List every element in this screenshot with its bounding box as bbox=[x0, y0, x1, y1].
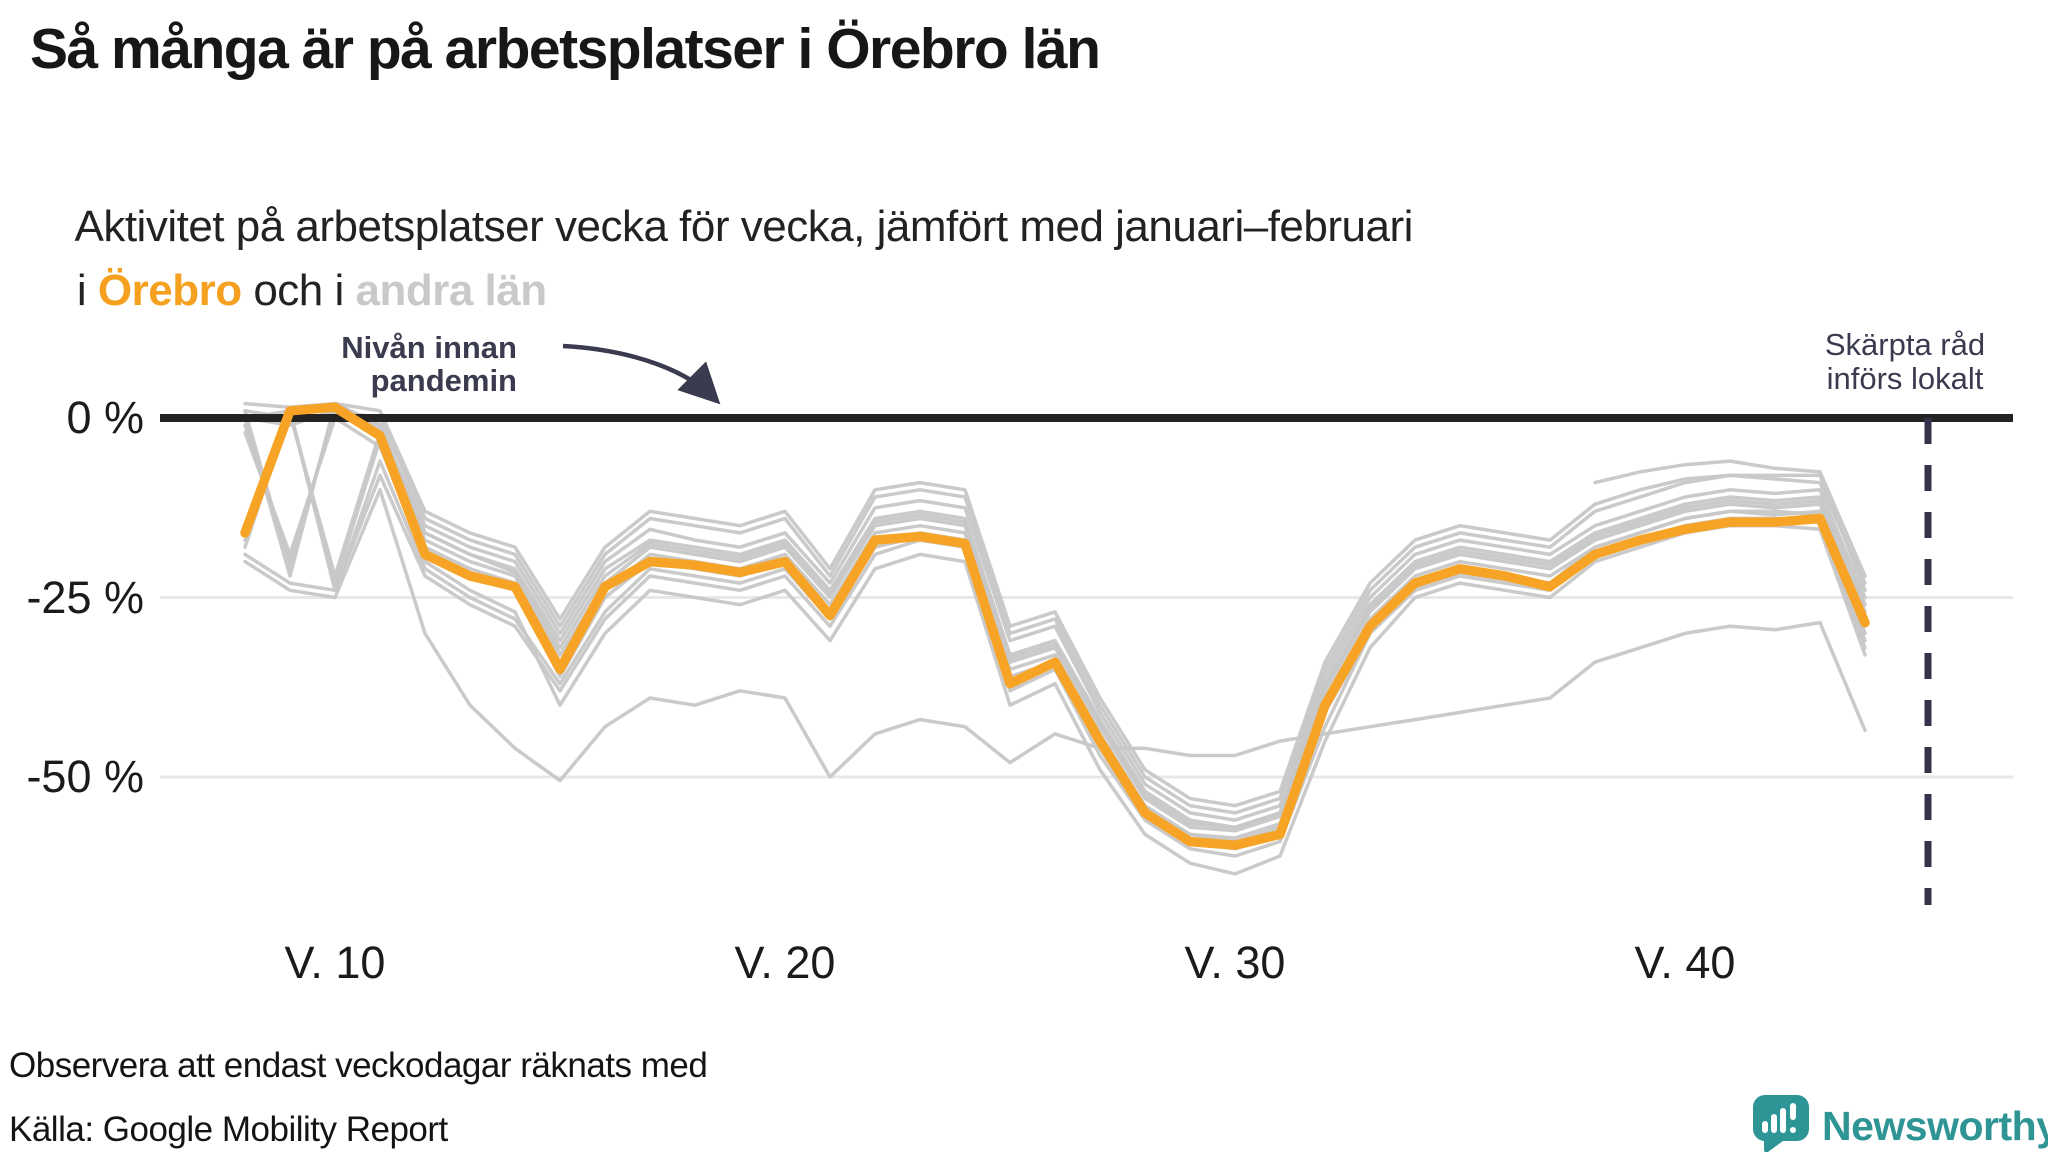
subtitle-line-2: i Örebro och i andra län bbox=[30, 216, 547, 366]
county-line bbox=[243, 401, 1867, 830]
newsworthy-wordmark: Newsworthy bbox=[1822, 1103, 2048, 1149]
y-tick-minus25: -25 % bbox=[26, 571, 144, 623]
pre-pandemic-annotation-line2: pandemin bbox=[370, 363, 517, 398]
county-line bbox=[243, 409, 1867, 876]
x-tick-week20: V. 20 bbox=[734, 937, 836, 988]
subtitle-text: Aktivitet på arbetsplatser vecka för vec… bbox=[74, 202, 1413, 251]
orebro-line-layer bbox=[240, 402, 1870, 850]
county-line bbox=[243, 401, 1867, 830]
restrictions-annotation-line2: införs lokalt bbox=[1826, 361, 1984, 396]
newsworthy-logo-icon bbox=[1752, 1095, 1809, 1152]
footnote: Observera att endast veckodagar räknats … bbox=[9, 1046, 708, 1085]
x-tick-week40: V. 40 bbox=[1634, 937, 1736, 988]
restrictions-annotation: Skärpta råd införs lokalt bbox=[1800, 328, 2010, 396]
annotation-arrow bbox=[562, 343, 721, 405]
source-credit: Källa: Google Mobility Report bbox=[9, 1110, 448, 1149]
pre-pandemic-annotation: Nivån innan pandemin bbox=[287, 331, 517, 397]
pre-pandemic-annotation-line1: Nivån innan bbox=[341, 330, 517, 365]
logo-exclamation-bar bbox=[1790, 1103, 1796, 1120]
county-line bbox=[243, 409, 1867, 815]
other-counties-lines bbox=[243, 401, 1867, 876]
subtitle-line-1: Aktivitet på arbetsplatser vecka för vec… bbox=[30, 152, 1413, 302]
legend-orebro-label: Örebro bbox=[97, 266, 242, 315]
y-tick-0: 0 % bbox=[66, 392, 144, 443]
county-line bbox=[243, 405, 1867, 822]
restrictions-annotation-line1: Skärpta råd bbox=[1824, 327, 1986, 362]
subtitle-middle: och i bbox=[241, 266, 356, 315]
county-line bbox=[243, 488, 1867, 783]
legend-other-counties-label: andra län bbox=[355, 266, 548, 315]
logo-exclamation-dot bbox=[1790, 1127, 1796, 1133]
newsworthy-logo bbox=[1752, 1093, 2043, 1152]
county-line bbox=[243, 401, 1867, 808]
x-tick-week10: V. 10 bbox=[284, 937, 386, 988]
logo-bar-3 bbox=[1780, 1108, 1786, 1133]
county-line bbox=[1593, 459, 1867, 578]
county-line bbox=[243, 412, 1867, 833]
logo-bar-1 bbox=[1762, 1121, 1768, 1133]
subtitle-prefix: i bbox=[76, 266, 98, 315]
orebro-line bbox=[240, 402, 1870, 850]
y-tick-minus50: -50 % bbox=[26, 751, 144, 802]
x-tick-week30: V. 30 bbox=[1184, 937, 1286, 988]
logo-bar-2 bbox=[1771, 1114, 1777, 1133]
page-title: Så många är på arbetsplatser i Örebro lä… bbox=[30, 17, 1101, 81]
